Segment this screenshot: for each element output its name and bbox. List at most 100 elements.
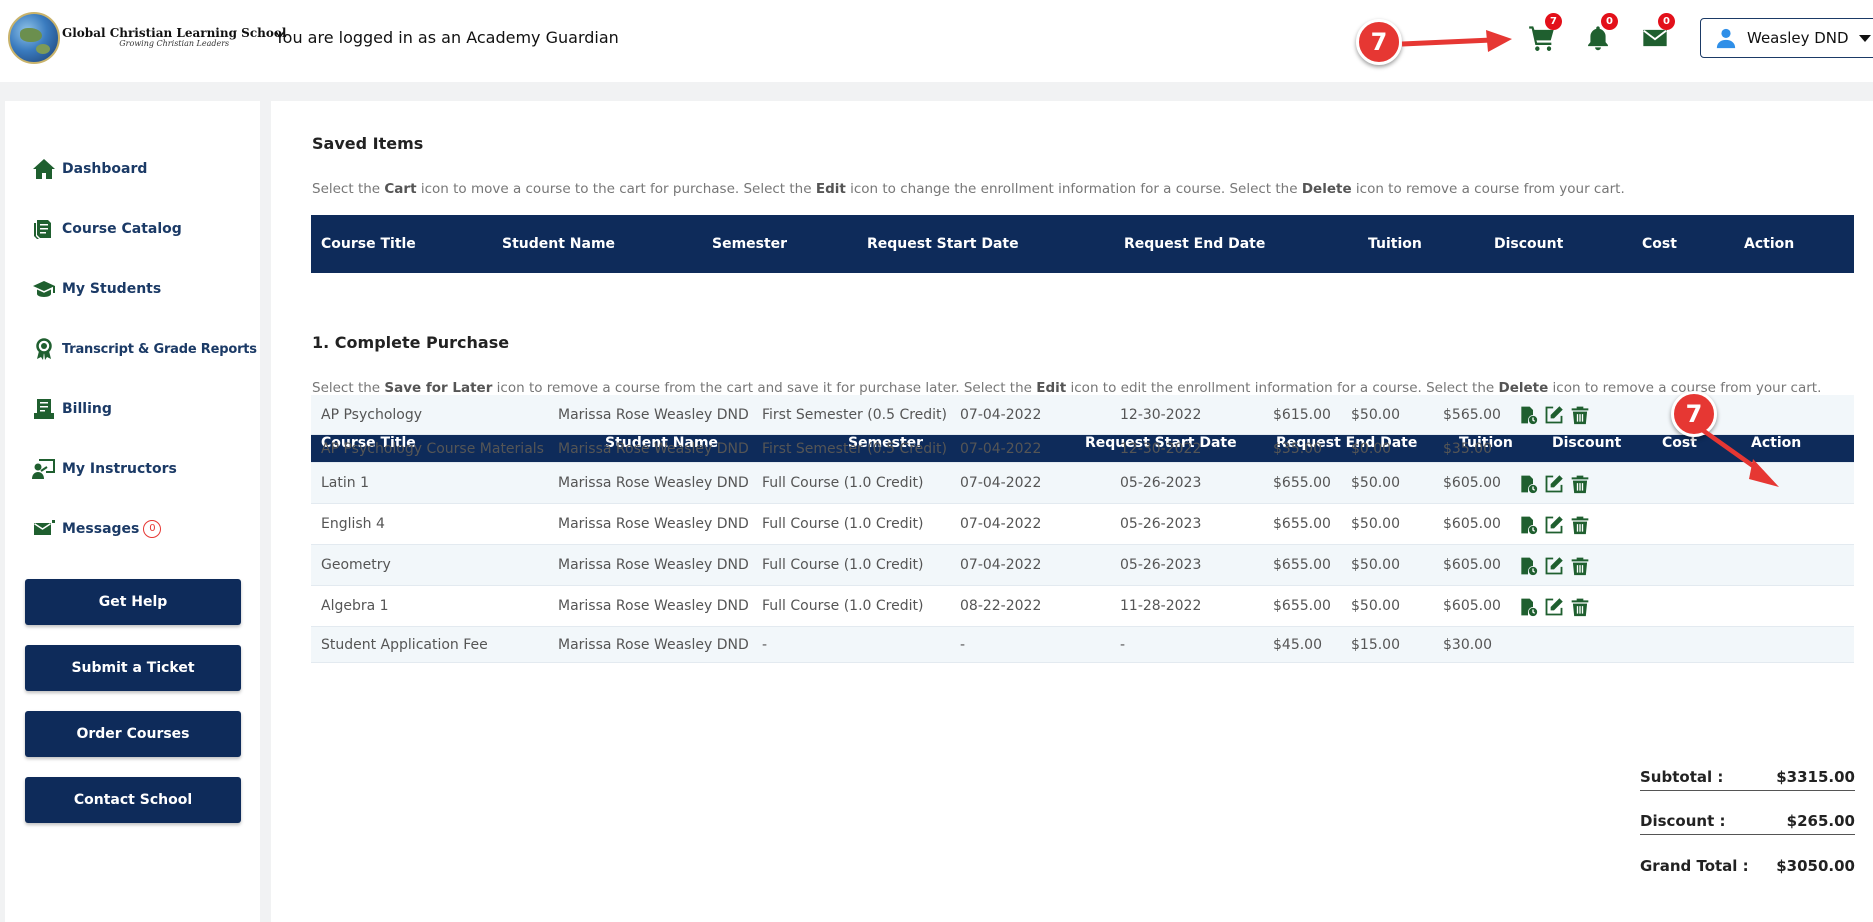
bell-icon[interactable]: 0 <box>1584 13 1618 54</box>
contact-school-button[interactable]: Contact School <box>25 777 241 823</box>
cell-discount: $50.00 <box>1351 598 1400 614</box>
main-content: Saved Items Select the Cart icon to move… <box>271 101 1873 922</box>
sidebar-item-billing[interactable]: Billing <box>32 397 112 421</box>
cell-semester: Full Course (1.0 Credit) <box>762 475 924 491</box>
table-row: AP Psychology Course Materials Marissa Ro… <box>311 435 1854 463</box>
sidebar-item-messages[interactable]: Messages 0 <box>32 517 162 541</box>
table-row: Student Application Fee Marissa Rose Weas… <box>311 627 1854 663</box>
col-semester[interactable]: Semester <box>712 236 788 252</box>
user-icon <box>1716 28 1736 49</box>
row-actions <box>1518 515 1590 539</box>
col-tuition[interactable]: Tuition <box>1368 236 1422 252</box>
save-for-later-icon[interactable] <box>1518 474 1538 498</box>
edit-icon[interactable] <box>1544 515 1564 539</box>
col-request-start-date[interactable]: Request Start Date <box>1085 435 1237 451</box>
col-tuition[interactable]: Tuition <box>1459 435 1513 451</box>
cell-semester: First Semester (0.5 Credit) <box>762 407 948 423</box>
sidebar-item-my-students[interactable]: My Students <box>32 277 161 301</box>
save-for-later-icon[interactable] <box>1518 515 1538 539</box>
col-semester[interactable]: Semester <box>848 435 924 451</box>
delete-icon[interactable] <box>1570 405 1590 429</box>
delete-icon[interactable] <box>1570 515 1590 539</box>
globe-logo-icon <box>8 12 60 64</box>
edit-icon[interactable] <box>1544 597 1564 621</box>
cell-end-date: 12-30-2022 <box>1120 441 1202 457</box>
cell-course-title: Geometry <box>321 557 391 573</box>
saved-items-table-header: Course Title Student Name Semester Reque… <box>311 215 1854 273</box>
order-courses-button[interactable]: Order Courses <box>25 711 241 757</box>
complete-purchase-instructions: Select the Save for Later icon to remove… <box>312 380 1822 396</box>
delete-icon[interactable] <box>1570 556 1590 580</box>
callout-marker: 7 <box>1671 391 1717 437</box>
cell-discount: $50.00 <box>1351 557 1400 573</box>
cell-cost: $35.00 <box>1443 441 1492 457</box>
logged-in-status: You are logged in as an Academy Guardian <box>275 28 619 47</box>
school-logo[interactable]: Global Christian Learning School Growing… <box>8 12 286 64</box>
cell-start-date: 07-04-2022 <box>960 475 1042 491</box>
sidebar-item-dashboard[interactable]: Dashboard <box>32 157 147 181</box>
delete-icon[interactable] <box>1570 597 1590 621</box>
cell-course-title: AP Psychology <box>321 407 423 423</box>
cell-end-date: - <box>1120 637 1126 653</box>
col-cost[interactable]: Cost <box>1662 435 1697 451</box>
cell-semester: First Semester (0.5 Credit) <box>762 441 948 457</box>
submit-ticket-button[interactable]: Submit a Ticket <box>25 645 241 691</box>
cell-end-date: 05-26-2023 <box>1120 557 1202 573</box>
cell-discount: $50.00 <box>1351 475 1400 491</box>
saved-items-title: Saved Items <box>312 134 424 153</box>
col-discount[interactable]: Discount <box>1494 236 1564 252</box>
subtotal-value: $3315.00 <box>1776 768 1855 786</box>
row-actions <box>1518 405 1590 429</box>
cell-semester: Full Course (1.0 Credit) <box>762 516 924 532</box>
cell-start-date: 07-04-2022 <box>960 557 1042 573</box>
notification-count-badge: 0 <box>1601 13 1618 30</box>
user-menu-button[interactable]: Weasley DND <box>1700 18 1873 58</box>
cell-start-date: 07-04-2022 <box>960 516 1042 532</box>
save-for-later-icon[interactable] <box>1518 597 1538 621</box>
billing-icon <box>34 399 54 419</box>
col-student-name[interactable]: Student Name <box>502 236 616 252</box>
save-for-later-icon[interactable] <box>1518 405 1538 429</box>
logo-title: Global Christian Learning School <box>62 26 287 40</box>
col-course-title[interactable]: Course Title <box>321 236 416 252</box>
col-student-name[interactable]: Student Name <box>605 435 719 451</box>
col-request-end-date[interactable]: Request End Date <box>1124 236 1266 252</box>
col-action: Action <box>1744 236 1795 252</box>
table-row: Geometry Marissa Rose Weasley DND Full Cou… <box>311 545 1854 586</box>
cell-cost: $605.00 <box>1443 475 1501 491</box>
delete-icon[interactable] <box>1570 474 1590 498</box>
col-request-end-date[interactable]: Request End Date <box>1276 435 1418 451</box>
top-header: Global Christian Learning School Growing… <box>0 0 1873 82</box>
cart-icon[interactable]: 7 <box>1528 13 1562 54</box>
cell-end-date: 11-28-2022 <box>1120 598 1202 614</box>
col-discount[interactable]: Discount <box>1552 435 1622 451</box>
grand-total-value: $3050.00 <box>1776 857 1855 875</box>
edit-icon[interactable] <box>1544 474 1564 498</box>
sidebar-item-course-catalog[interactable]: Course Catalog <box>32 217 182 241</box>
edit-icon[interactable] <box>1544 405 1564 429</box>
messages-count-badge: 0 <box>143 520 162 538</box>
graduation-cap-icon <box>33 281 55 297</box>
cell-cost: $605.00 <box>1443 516 1501 532</box>
table-row: Algebra 1 Marissa Rose Weasley DND Full Co… <box>311 586 1854 627</box>
cell-tuition: $655.00 <box>1273 557 1331 573</box>
get-help-button[interactable]: Get Help <box>25 579 241 625</box>
col-course-title[interactable]: Course Title <box>321 435 416 451</box>
edit-icon[interactable] <box>1544 556 1564 580</box>
cell-tuition: $615.00 <box>1273 407 1331 423</box>
cell-discount: $50.00 <box>1351 516 1400 532</box>
save-for-later-icon[interactable] <box>1518 556 1538 580</box>
cell-end-date: 12-30-2022 <box>1120 407 1202 423</box>
sidebar-item-my-instructors[interactable]: My Instructors <box>32 457 177 481</box>
col-request-start-date[interactable]: Request Start Date <box>867 236 1019 252</box>
cell-student-name: Marissa Rose Weasley DND <box>558 441 749 457</box>
mail-icon[interactable]: 0 <box>1641 13 1675 54</box>
col-action: Action <box>1751 435 1802 451</box>
table-row: English 4 Marissa Rose Weasley DND Full Co… <box>311 504 1854 545</box>
cell-course-title: English 4 <box>321 516 385 532</box>
callout-marker: 7 <box>1356 19 1402 65</box>
instructor-icon <box>32 459 55 479</box>
sidebar-item-transcript[interactable]: Transcript & Grade Reports <box>32 337 257 361</box>
cell-student-name: Marissa Rose Weasley DND <box>558 516 749 532</box>
col-cost[interactable]: Cost <box>1642 236 1677 252</box>
